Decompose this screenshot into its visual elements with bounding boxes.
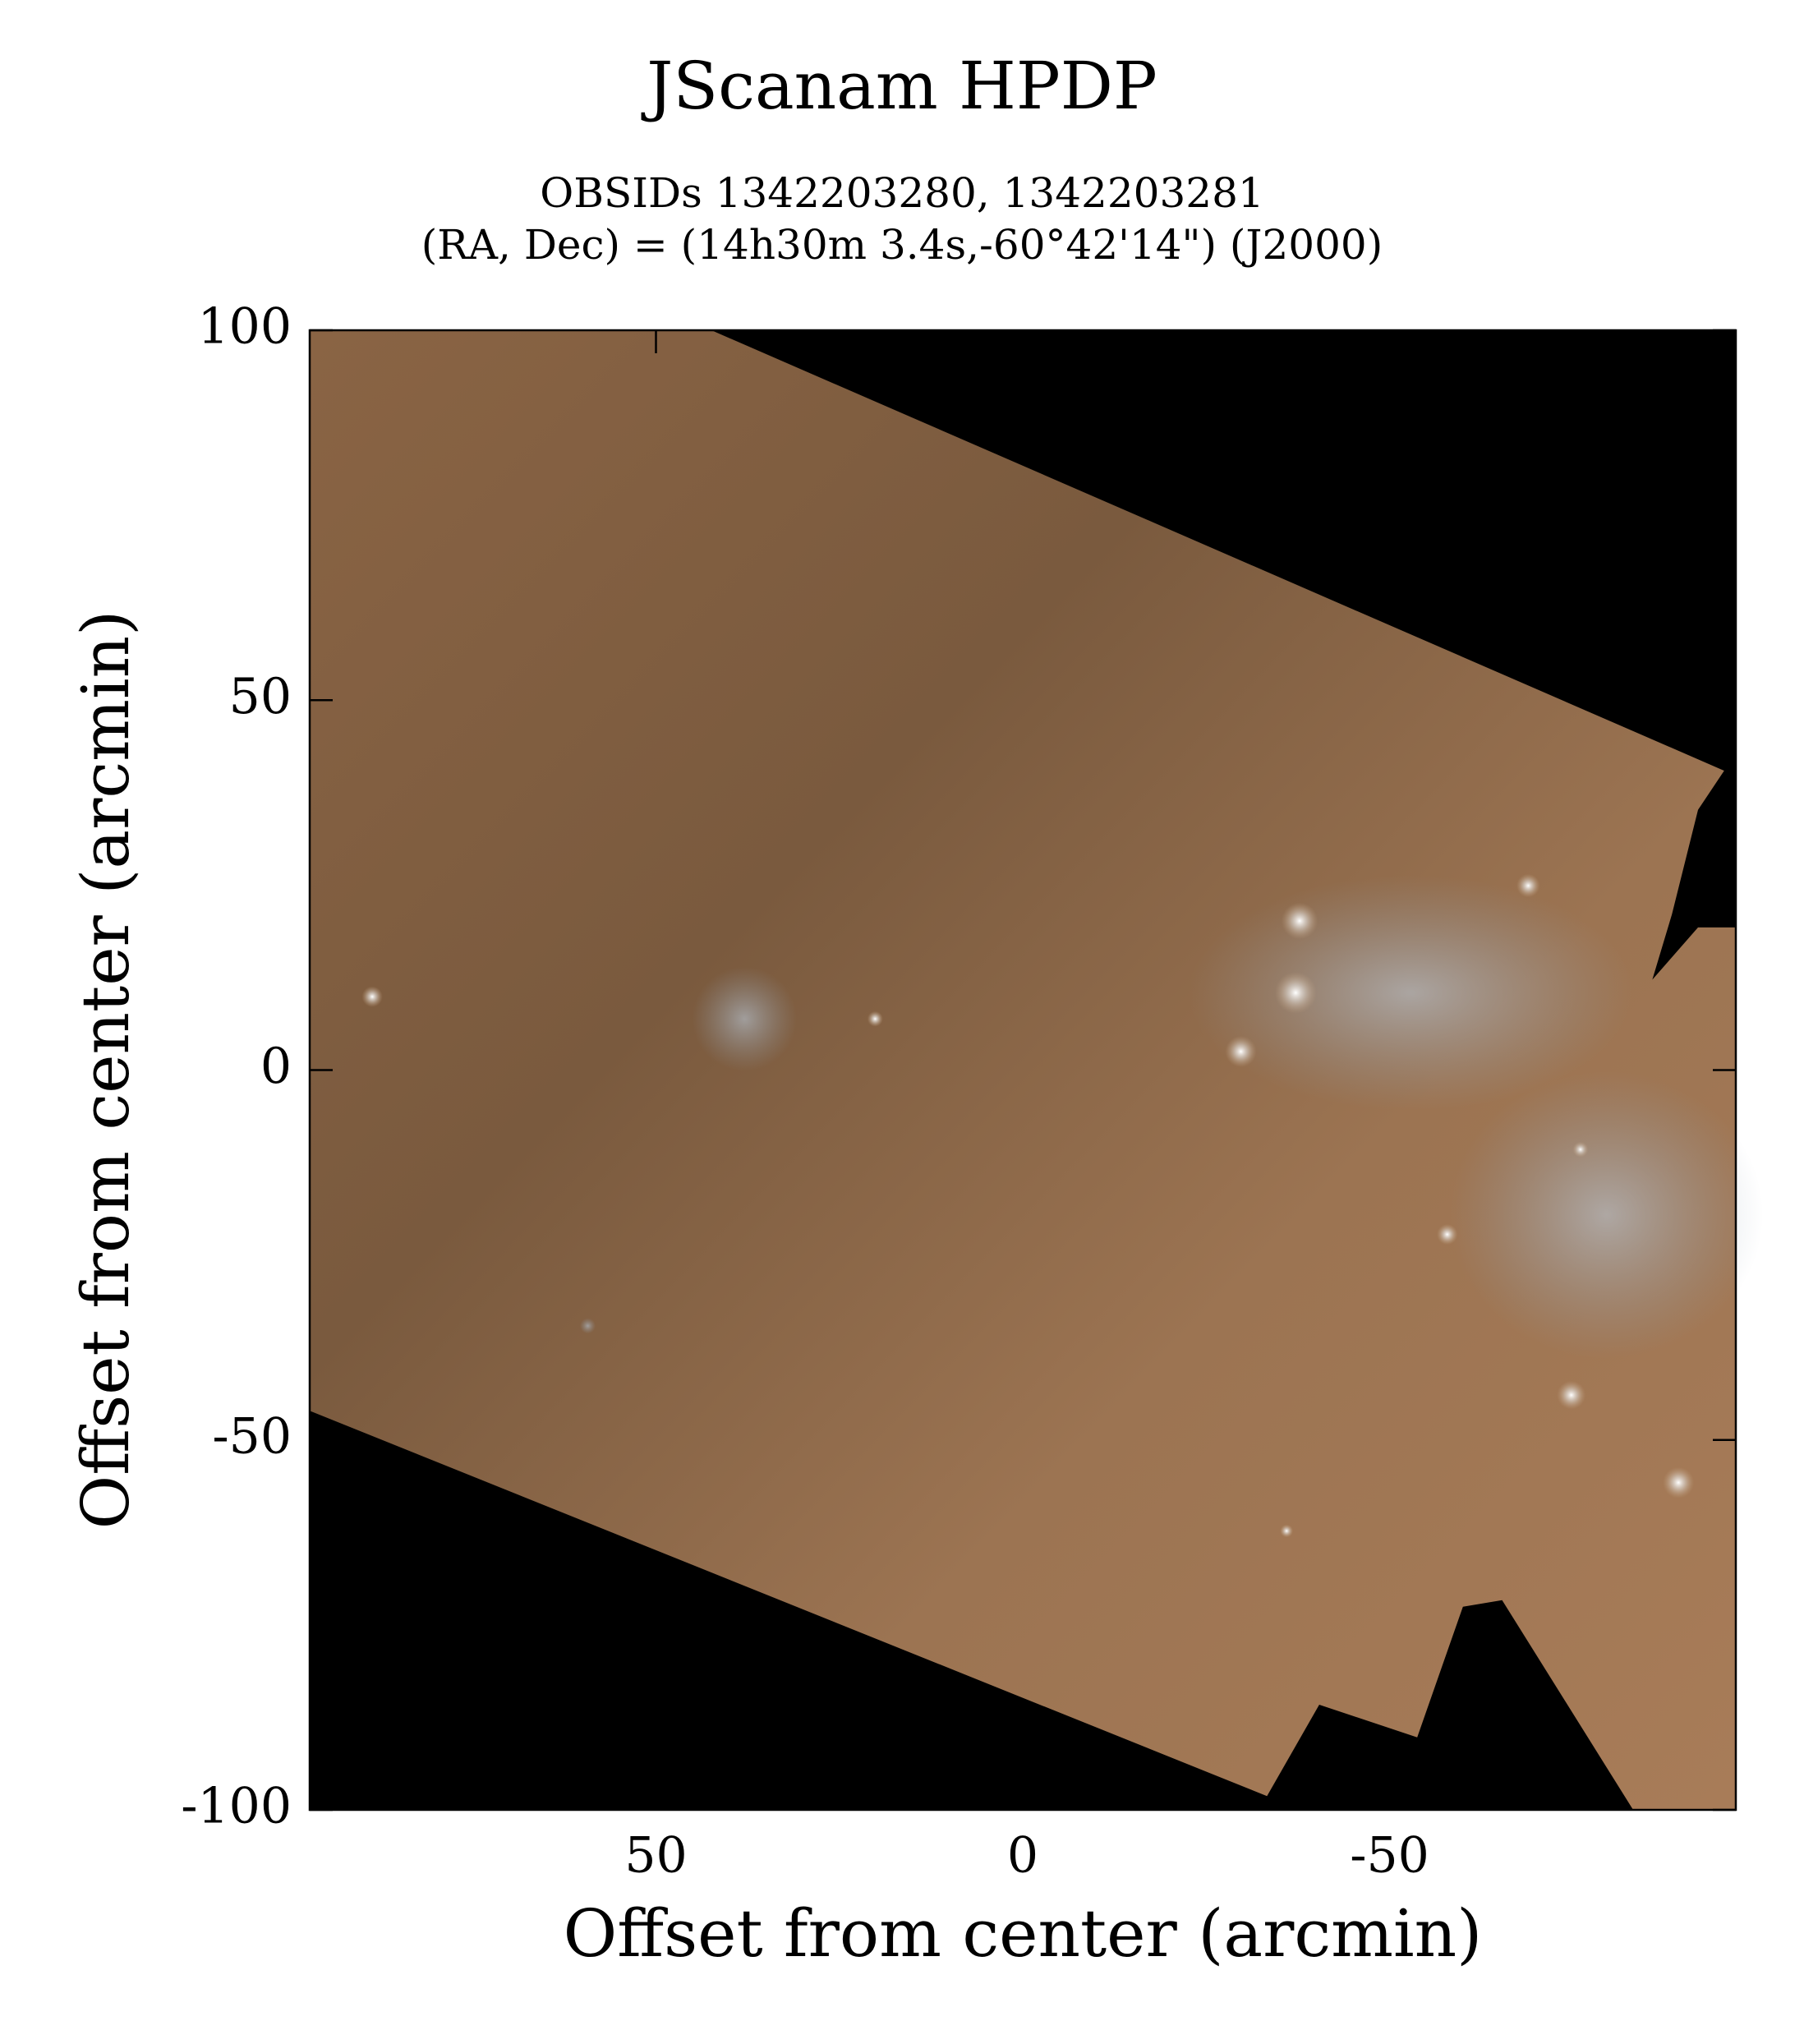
sky-image bbox=[309, 330, 1764, 1810]
x-tick-label: -50 bbox=[1350, 1827, 1429, 1885]
y-tick-label: -100 bbox=[181, 1778, 292, 1835]
x-axis-label: Offset from center (arcmin) bbox=[564, 1895, 1483, 1972]
y-tick-label: -50 bbox=[212, 1407, 292, 1465]
y-axis-label: Offset from center (arcmin) bbox=[67, 610, 144, 1530]
y-tick-label: 0 bbox=[260, 1038, 292, 1095]
y-tick-label: 50 bbox=[229, 668, 292, 725]
y-tick-label: 100 bbox=[197, 298, 292, 356]
x-tick-label: 0 bbox=[1007, 1827, 1038, 1885]
subtitle: OBSIDs 1342203280, 1342203281 bbox=[540, 169, 1263, 217]
x-tick-label: 50 bbox=[624, 1827, 687, 1885]
chart-title: JScanam HPDP bbox=[641, 48, 1157, 124]
subtitle: (RA, Dec) = (14h30m 3.4s,-60°42'14") (J2… bbox=[421, 221, 1383, 269]
